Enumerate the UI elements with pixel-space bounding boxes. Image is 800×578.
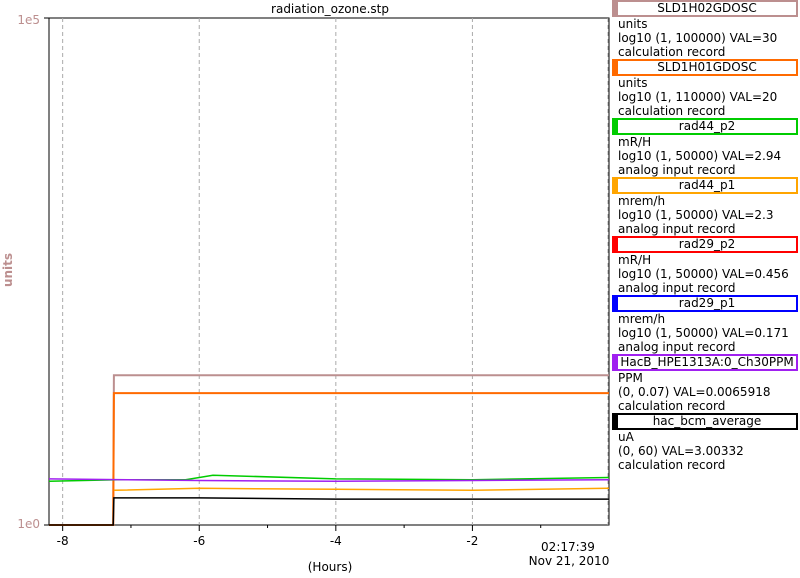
x-tick-label: -4 [330,534,342,548]
legend-range-value: log10 (1, 110000) VAL=20 [612,90,800,104]
legend-record-type: calculation record [618,104,726,118]
legend-value: VAL=0.0065918 [673,385,771,399]
x-axis-label: (Hours) [308,560,353,574]
legend-unit: mrem/h [618,312,666,326]
plot-frame [48,17,610,526]
legend-unit: uA [618,430,634,444]
legend-record-type: calculation record [618,458,726,472]
legend-range-value: (0, 0.07) VAL=0.0065918 [612,385,800,399]
x-tick-label: -8 [57,534,69,548]
legend-record-type: analog input record [618,222,736,236]
series-line-hac-bcm-average [49,497,609,526]
legend-range: log10 (1, 100000) [618,31,726,45]
legend-entry[interactable]: SLD1H01GDOSC units log10 (1, 110000) VAL=2… [612,59,800,118]
x-tick-end-date: Nov 21, 2010 [529,554,610,568]
legend-value: VAL=0.456 [722,267,789,281]
legend-range-value: log10 (1, 50000) VAL=0.456 [612,267,800,281]
legend-record-type: calculation record [618,45,726,59]
legend-range: (0, 60) [618,444,658,458]
legend-series-name[interactable]: rad29_p1 [612,295,798,312]
legend-entry[interactable]: SLD1H02GDOSC units log10 (1, 100000) VAL=3… [612,0,800,59]
legend-value: VAL=3.00332 [661,444,744,458]
legend-range-value: log10 (1, 50000) VAL=2.3 [612,208,800,222]
legend-range-value: log10 (1, 50000) VAL=0.171 [612,326,800,340]
legend-value: VAL=30 [729,31,778,45]
legend-range: log10 (1, 50000) [618,149,719,163]
series-line-rad44-p1 [113,487,610,492]
legend-value: VAL=0.171 [722,326,789,340]
legend-series-name[interactable]: SLD1H02GDOSC [612,0,798,17]
legend-range: (0, 0.07) [618,385,670,399]
legend-value: VAL=2.3 [722,208,774,222]
series-line-hacb-hpe1313a-0-ch30ppm [48,478,610,483]
x-tick-label: -2 [466,534,478,548]
legend-entry[interactable]: hac_bcm_average uA (0, 60) VAL=3.00332 calc… [612,413,800,472]
legend-value: VAL=2.94 [722,149,782,163]
legend-unit: mR/H [618,135,652,149]
legend-series-name[interactable]: rad44_p1 [612,177,798,194]
legend-unit: PPM [618,371,643,385]
y-tick-top: 1e5 [17,13,40,27]
legend-unit: units [618,17,648,31]
legend-unit: units [618,76,648,90]
legend-entry[interactable]: rad29_p2 mR/H log10 (1, 50000) VAL=0.456 an… [612,236,800,295]
legend-entry[interactable]: rad29_p1 mrem/h log10 (1, 50000) VAL=0.171… [612,295,800,354]
legend-record-type: analog input record [618,163,736,177]
legend-entry[interactable]: rad44_p2 mR/H log10 (1, 50000) VAL=2.94 ana… [612,118,800,177]
legend-range: log10 (1, 50000) [618,326,719,340]
legend-range-value: log10 (1, 100000) VAL=30 [612,31,800,45]
legend-range: log10 (1, 50000) [618,208,719,222]
legend-range-value: (0, 60) VAL=3.00332 [612,444,800,458]
legend-record-type: analog input record [618,340,736,354]
y-axis-label: units [1,253,15,287]
x-tick-label: -6 [193,534,205,548]
legend-record-type: analog input record [618,281,736,295]
legend-range: log10 (1, 50000) [618,267,719,281]
legend-series-name[interactable]: HacB_HPE1313A:0_Ch30PPM [612,354,798,371]
chart-title: radiation_ozone.stp [271,2,389,16]
legend-range: log10 (1, 110000) [618,90,726,104]
x-tick-end-time: 02:17:39 [541,540,595,554]
legend: SLD1H02GDOSC units log10 (1, 100000) VAL=3… [612,0,800,472]
legend-record-type: calculation record [618,399,726,413]
legend-unit: mR/H [618,253,652,267]
legend-entry[interactable]: rad44_p1 mrem/h log10 (1, 50000) VAL=2.3 an… [612,177,800,236]
legend-range-value: log10 (1, 50000) VAL=2.94 [612,149,800,163]
legend-series-name[interactable]: rad44_p2 [612,118,798,135]
legend-series-name[interactable]: rad29_p2 [612,236,798,253]
legend-value: VAL=20 [729,90,778,104]
legend-entry[interactable]: HacB_HPE1313A:0_Ch30PPM PPM (0, 0.07) VAL=… [612,354,800,413]
y-tick-bottom: 1e0 [17,517,40,531]
legend-series-name[interactable]: SLD1H01GDOSC [612,59,798,76]
legend-series-name[interactable]: hac_bcm_average [612,413,798,430]
legend-unit: mrem/h [618,194,666,208]
